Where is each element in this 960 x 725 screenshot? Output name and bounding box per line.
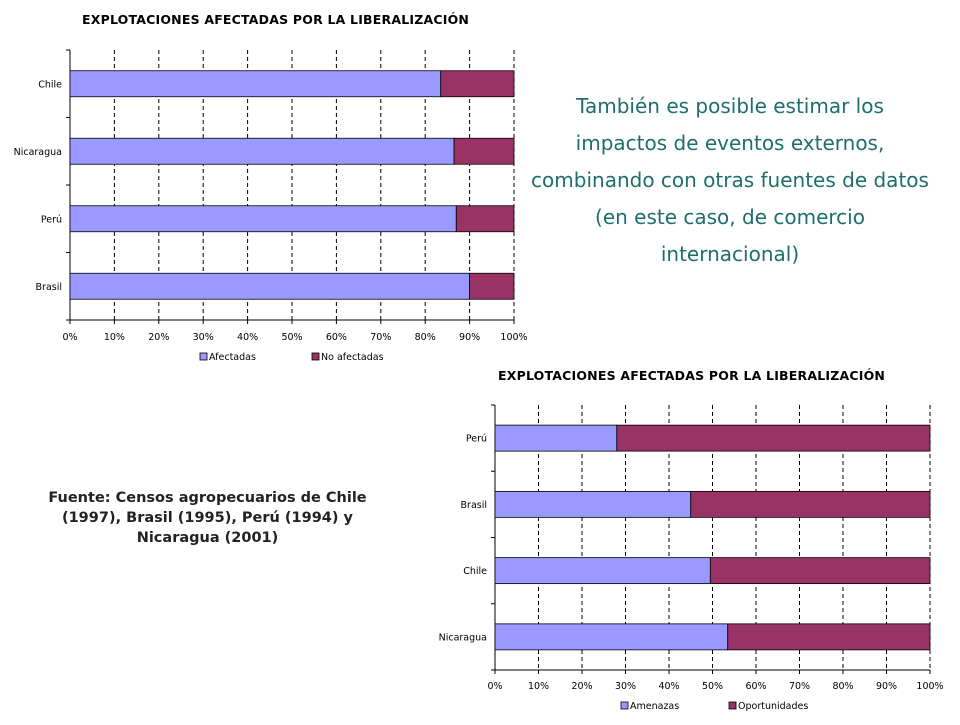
category-label: Nicaragua	[439, 632, 487, 643]
x-tick-label: 40%	[237, 332, 258, 343]
category-label: Brasil	[461, 500, 487, 511]
x-tick-label: 100%	[500, 332, 527, 343]
x-tick-label: 10%	[528, 681, 549, 692]
bar-secondary	[469, 272, 515, 300]
x-tick-label: 60%	[326, 332, 347, 343]
legend-label: Amenazas	[630, 701, 679, 712]
category-label: Perú	[41, 214, 62, 225]
chart-title-bottom: EXPLOTACIONES AFECTADAS POR LA LIBERALIZ…	[498, 368, 886, 383]
legend-swatch	[199, 352, 208, 361]
category-label: Chile	[38, 79, 62, 90]
bar-secondary	[616, 424, 931, 452]
x-tick-label: 10%	[104, 332, 125, 343]
x-tick-label: 40%	[658, 681, 679, 692]
x-tick-label: 80%	[415, 332, 436, 343]
bar-secondary	[690, 490, 931, 518]
bar-primary	[494, 424, 618, 452]
x-tick-label: 60%	[745, 681, 766, 692]
category-label: Chile	[463, 566, 487, 577]
bar-secondary	[440, 70, 515, 98]
x-tick-label: 50%	[702, 681, 723, 692]
source-note: Fuente: Censos agropecuarios de Chile (1…	[48, 490, 367, 546]
bar-primary	[69, 137, 455, 165]
category-label: Brasil	[36, 282, 62, 293]
x-tick-label: 30%	[615, 681, 636, 692]
legend-swatch	[311, 352, 320, 361]
chart-title-top: EXPLOTACIONES AFECTADAS POR LA LIBERALIZ…	[82, 12, 470, 27]
legend-swatch	[620, 701, 629, 710]
bar-secondary	[455, 205, 515, 233]
legend-label: Afectadas	[209, 352, 256, 363]
stacked-bar-chart-top: 0% 10% 20% 30% 40% 50% 60% 70% 80% 90% 100% Chile Ni…	[14, 49, 528, 363]
bar-primary	[494, 490, 692, 518]
category-label: Perú	[466, 434, 487, 445]
x-tick-label: 70%	[789, 681, 810, 692]
bar-secondary	[709, 557, 931, 585]
bar-primary	[494, 623, 729, 651]
category-label: Nicaragua	[14, 147, 62, 158]
x-tick-label: 50%	[281, 332, 302, 343]
bar-primary	[69, 205, 457, 233]
x-tick-label: 80%	[832, 681, 853, 692]
x-tick-label: 90%	[459, 332, 480, 343]
x-tick-label: 90%	[876, 681, 897, 692]
x-tick-label: 0%	[62, 332, 77, 343]
x-tick-label: 100%	[916, 681, 943, 692]
stacked-bar-chart-bottom: 0% 10% 20% 30% 40% 50% 60% 70% 80% 90% 100% Perú Bra…	[439, 404, 944, 712]
description-text: También es posible estimar los impactos …	[531, 94, 929, 266]
legend-label: Oportunidades	[738, 701, 808, 712]
bar-primary	[69, 272, 471, 300]
x-tick-label: 70%	[370, 332, 391, 343]
x-tick-label: 30%	[193, 332, 214, 343]
x-tick-label: 0%	[487, 681, 502, 692]
x-tick-label: 20%	[571, 681, 592, 692]
x-tick-label: 20%	[148, 332, 169, 343]
bar-secondary	[453, 137, 515, 165]
bar-primary	[69, 70, 442, 98]
legend-label: No afectadas	[321, 352, 384, 363]
bar-secondary	[727, 623, 931, 651]
bar-primary	[494, 557, 711, 585]
legend-swatch	[728, 701, 737, 710]
